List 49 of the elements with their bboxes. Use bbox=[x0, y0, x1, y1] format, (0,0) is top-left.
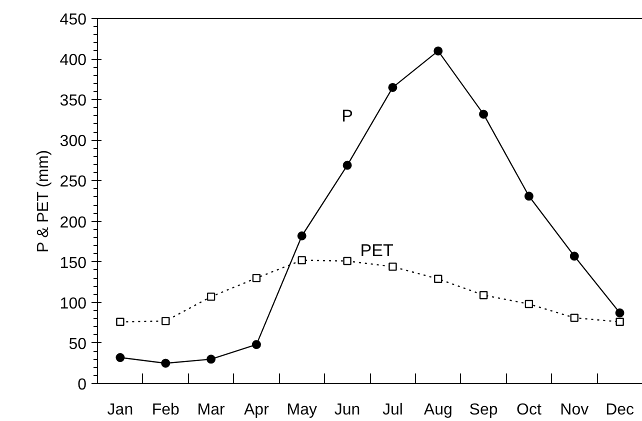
y-tick-label: 50 bbox=[68, 336, 87, 353]
x-tick-label: Jul bbox=[382, 402, 403, 418]
y-tick-label: 100 bbox=[60, 295, 87, 312]
point bbox=[298, 256, 306, 264]
point bbox=[206, 292, 216, 301]
y-tick-label: 200 bbox=[60, 214, 87, 232]
point bbox=[252, 340, 261, 350]
point bbox=[161, 358, 170, 368]
point bbox=[116, 318, 124, 326]
point bbox=[524, 192, 534, 201]
y-tick-label: 0 bbox=[78, 376, 87, 394]
series-label: P bbox=[342, 106, 353, 126]
y-tick-label: 350 bbox=[60, 92, 87, 110]
point bbox=[388, 262, 397, 271]
point bbox=[479, 110, 488, 119]
point bbox=[162, 316, 170, 326]
series-label: PET bbox=[360, 241, 394, 260]
y-tick-label: 150 bbox=[60, 254, 87, 272]
point bbox=[252, 274, 261, 282]
y-axis-title: P & PET (mm) bbox=[34, 150, 52, 253]
point bbox=[342, 160, 352, 170]
x-tick-label: Mar bbox=[197, 402, 226, 418]
point bbox=[434, 274, 442, 283]
x-tick-label: May bbox=[286, 402, 317, 418]
y-tick-label: 400 bbox=[60, 52, 87, 70]
point bbox=[615, 308, 624, 318]
x-tick-label: Jan bbox=[107, 402, 134, 418]
point bbox=[570, 252, 579, 261]
y-tick-label: 450 bbox=[60, 12, 87, 28]
x-tick-label: Feb bbox=[152, 402, 180, 418]
x-tick-label: Sep bbox=[469, 402, 498, 418]
x-tick-label: Aug bbox=[424, 402, 452, 418]
point bbox=[388, 82, 398, 92]
point bbox=[479, 290, 488, 300]
x-tick-label: Jun bbox=[334, 402, 360, 418]
y-tick-label: 250 bbox=[60, 174, 87, 191]
y-tick-label: 300 bbox=[60, 133, 87, 150]
point bbox=[616, 318, 624, 326]
point bbox=[343, 256, 352, 266]
x-tick-label: Oct bbox=[516, 402, 542, 418]
x-tick-label: Dec bbox=[606, 402, 634, 418]
point bbox=[524, 300, 534, 308]
x-tick-label: Nov bbox=[560, 402, 589, 418]
x-tick-label: Apr bbox=[244, 402, 270, 418]
point bbox=[297, 231, 306, 240]
point bbox=[434, 46, 443, 56]
point bbox=[570, 314, 578, 322]
point bbox=[206, 354, 216, 364]
point bbox=[116, 353, 125, 362]
